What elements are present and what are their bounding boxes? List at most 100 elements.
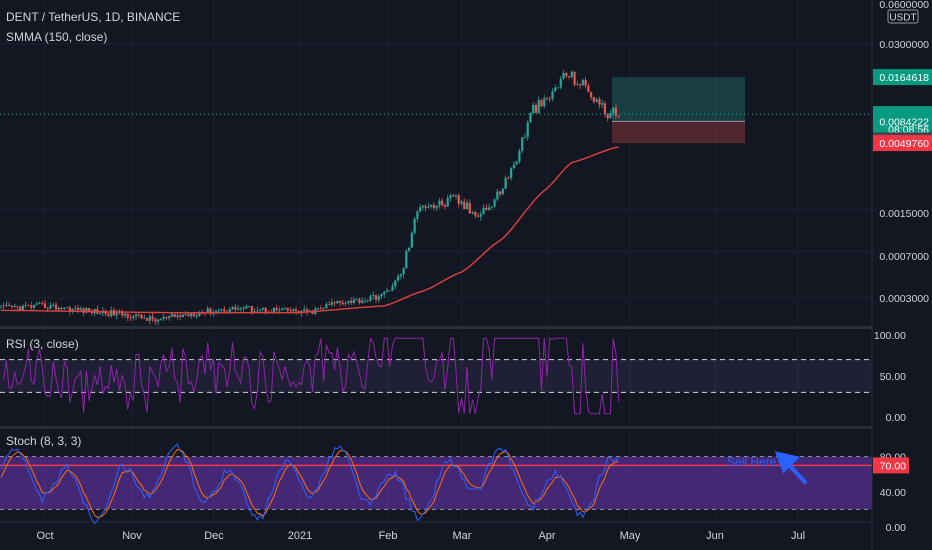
price-tick: 0.0015000 xyxy=(879,208,929,220)
candle-body xyxy=(143,318,146,319)
candle-body xyxy=(192,313,196,317)
candle-body xyxy=(499,191,502,195)
arrow-icon xyxy=(774,451,807,484)
candle-body xyxy=(38,303,41,304)
candle-body xyxy=(225,311,229,313)
take-profit-zone[interactable] xyxy=(612,77,745,122)
candle-body xyxy=(286,308,289,311)
candle-body xyxy=(234,307,237,310)
candle-body xyxy=(275,307,278,311)
rsi-tick: 50.00 xyxy=(880,371,906,383)
candle-body xyxy=(132,316,135,318)
stop-loss-zone[interactable] xyxy=(612,121,745,144)
annotation: Sell Here xyxy=(727,451,807,484)
candle-body xyxy=(595,99,598,102)
candle-body xyxy=(587,85,590,93)
candle-body xyxy=(424,205,427,208)
take-profit-badge-bg xyxy=(873,69,932,86)
candle-body xyxy=(248,306,251,307)
candle-body xyxy=(159,318,162,320)
candle-body xyxy=(452,195,455,197)
candle-body xyxy=(578,84,582,86)
candle-body xyxy=(430,205,433,207)
candle-body xyxy=(543,98,546,107)
candle-body xyxy=(162,316,165,319)
candles xyxy=(0,70,620,326)
candle-body xyxy=(231,307,234,310)
candle-body xyxy=(590,92,593,98)
candle-body xyxy=(407,247,411,251)
candle-body xyxy=(278,309,281,311)
candle-body xyxy=(261,307,265,310)
candle-body xyxy=(377,296,380,300)
candle-body xyxy=(584,80,587,86)
candle-body xyxy=(148,316,151,321)
candle-body xyxy=(601,103,604,105)
candle-body xyxy=(85,308,88,313)
candle-body xyxy=(154,319,157,322)
candle-body xyxy=(195,315,198,317)
candle-body xyxy=(468,202,471,214)
candle-body xyxy=(46,307,49,309)
candle-body xyxy=(137,314,140,316)
stoch-k-path xyxy=(0,443,620,525)
candle-body xyxy=(476,215,480,217)
rsi-path xyxy=(3,336,620,415)
rsi-line xyxy=(0,336,872,415)
candle-body xyxy=(76,307,80,311)
candle-body xyxy=(515,161,518,165)
candle-body xyxy=(438,200,441,206)
candle-body xyxy=(388,290,391,292)
candle-body xyxy=(361,300,364,304)
candle-body xyxy=(54,304,58,310)
candle-body xyxy=(443,204,447,207)
stop-badge-bg xyxy=(873,135,932,152)
candle-body xyxy=(123,313,127,316)
candle-body xyxy=(592,97,595,102)
candle-body xyxy=(57,307,60,310)
time-tick: 2021 xyxy=(288,530,312,542)
candle-body xyxy=(181,314,185,317)
time-tick: Dec xyxy=(204,530,224,542)
candle-body xyxy=(49,305,52,309)
candle-body xyxy=(369,296,372,301)
candle-body xyxy=(27,305,30,306)
candle-body xyxy=(562,72,565,79)
candle-body xyxy=(474,212,477,216)
candle-body xyxy=(534,104,538,113)
candle-body xyxy=(529,113,532,123)
candle-body xyxy=(573,71,576,85)
candle-body xyxy=(236,308,240,310)
candle-body xyxy=(121,311,124,316)
candle-body xyxy=(419,207,422,212)
candle-body xyxy=(512,164,516,169)
candle-body xyxy=(168,316,171,318)
candle-body xyxy=(347,300,350,304)
candle-body xyxy=(206,308,209,314)
take-profit-badge: 0.0164618 xyxy=(879,72,929,84)
candle-body xyxy=(504,177,507,189)
candle-body xyxy=(35,303,38,305)
candle-body xyxy=(339,300,342,303)
candle-body xyxy=(352,299,356,303)
candle-body xyxy=(112,310,116,316)
rsi-tick: 100.00 xyxy=(874,330,906,342)
candle-body xyxy=(413,218,416,233)
rsi-title: RSI (3, close) xyxy=(6,337,79,351)
candle-body xyxy=(435,205,438,208)
current-price-badge-bg xyxy=(873,106,932,138)
time-tick: Oct xyxy=(36,530,53,542)
candle-body xyxy=(43,303,47,308)
position-tool[interactable] xyxy=(612,77,745,144)
candle-body xyxy=(394,280,397,287)
candle-body xyxy=(507,177,510,179)
candle-body xyxy=(107,313,110,316)
candle-body xyxy=(396,276,400,281)
candle-body xyxy=(2,305,5,307)
candle-body xyxy=(427,206,430,208)
candle-body xyxy=(16,305,19,307)
candle-body xyxy=(71,308,74,312)
time-tick: Jul xyxy=(791,530,805,542)
candle-body xyxy=(52,304,55,306)
